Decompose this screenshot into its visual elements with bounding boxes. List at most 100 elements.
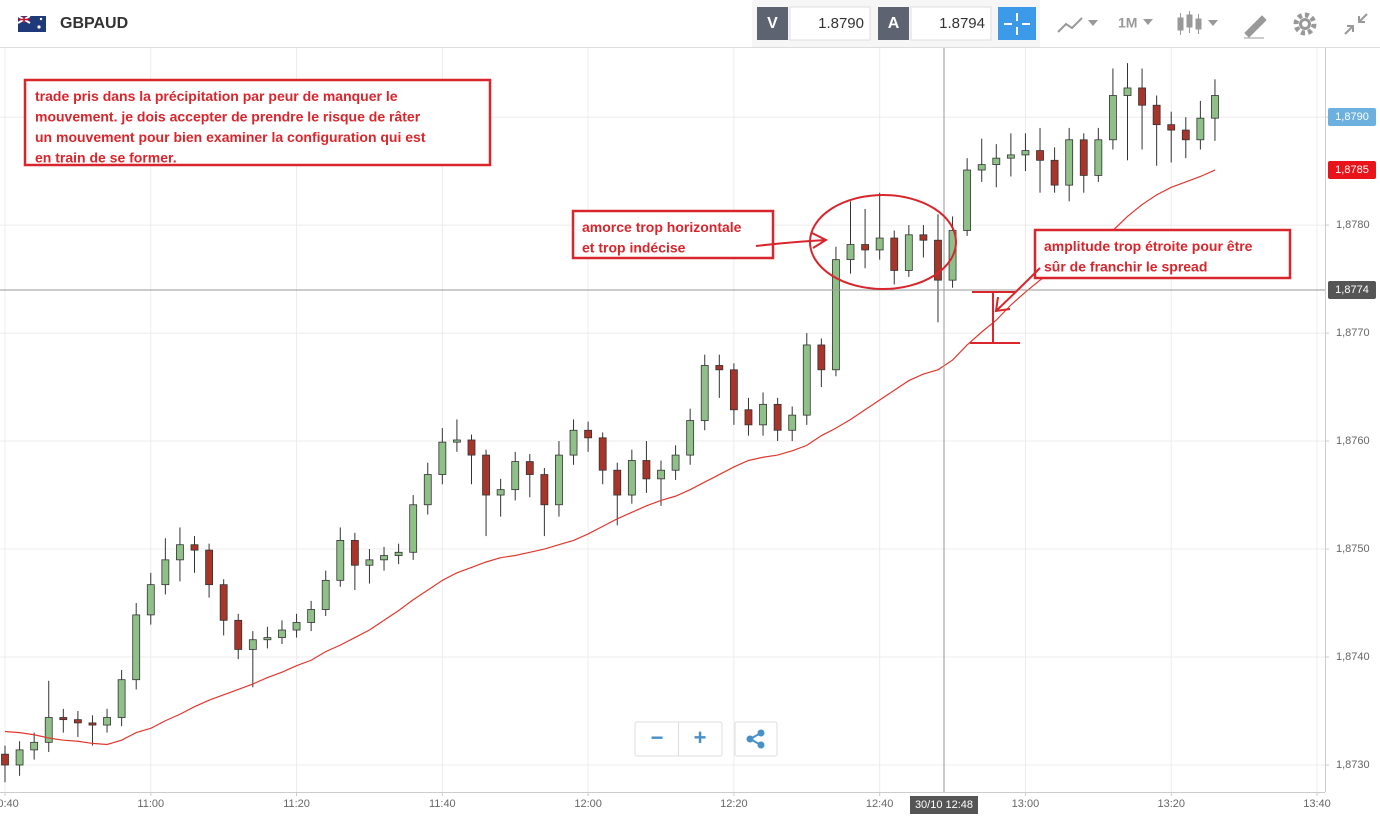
timeframe-caret xyxy=(1143,19,1153,25)
crosshair-price-box xyxy=(1328,281,1376,299)
candle-body xyxy=(1036,150,1044,161)
candle-body xyxy=(569,429,578,456)
candle-body xyxy=(263,637,272,641)
candle-body xyxy=(336,540,345,581)
candle-body xyxy=(482,454,490,496)
annotation-box xyxy=(571,209,775,260)
candle-body xyxy=(744,409,753,426)
candle-body xyxy=(977,164,986,171)
candle-body xyxy=(350,540,359,566)
candle-body xyxy=(1109,95,1117,141)
x-tick-label: 11:20 xyxy=(283,798,310,810)
candle-body xyxy=(205,549,213,586)
draw-button[interactable] xyxy=(1244,15,1267,39)
candle-body xyxy=(686,420,695,456)
candle-body xyxy=(73,719,82,724)
chart-type-button[interactable] xyxy=(1057,17,1098,33)
annotation-text: sûr de franchir le spread xyxy=(1044,259,1207,275)
candle-body xyxy=(1065,139,1074,186)
candle-body xyxy=(875,237,884,251)
candle-body xyxy=(511,461,520,491)
candle-body xyxy=(307,609,316,623)
x-tick-label: 13:00 xyxy=(1012,798,1040,810)
annotation-arrow xyxy=(994,267,1041,313)
candle-body xyxy=(759,403,767,426)
candle-body xyxy=(584,429,593,439)
candle-body xyxy=(642,460,651,480)
share-button[interactable] xyxy=(734,721,778,757)
ask-price: 1.8794 xyxy=(939,15,985,32)
candle-body xyxy=(88,722,97,726)
x-tick-label: 13:40 xyxy=(1303,798,1331,810)
annotation-box xyxy=(1033,228,1292,280)
candle-body xyxy=(278,629,286,638)
x-tick-label: 10:40 xyxy=(0,798,19,810)
candle-body xyxy=(729,369,738,411)
candle-body xyxy=(1211,95,1219,119)
crosshair-button[interactable] xyxy=(998,7,1036,40)
candle-body xyxy=(438,441,447,475)
candle-body xyxy=(613,469,622,496)
candle-body xyxy=(1050,159,1059,186)
candle-body xyxy=(1021,150,1030,156)
candle-body xyxy=(846,244,855,261)
candle-body xyxy=(161,559,170,586)
zoom-in[interactable]: + xyxy=(694,725,707,750)
y-tick-label: 1,8730 xyxy=(1336,759,1370,771)
annotation-text: mouvement. je dois accepter de prendre l… xyxy=(35,109,421,125)
bid-label: V xyxy=(767,15,778,32)
candle-type-button[interactable] xyxy=(1177,11,1218,35)
toolbar xyxy=(0,0,1380,48)
candle-body xyxy=(292,622,301,631)
candle-body xyxy=(904,234,913,271)
ask-tag-box xyxy=(1328,161,1376,179)
candle-body xyxy=(467,439,476,456)
timeframe[interactable]: 1M xyxy=(1118,15,1137,31)
candle-body xyxy=(963,169,972,231)
candle-body xyxy=(423,474,432,506)
flag xyxy=(17,15,46,32)
annotation-text: amplitude trop étroite pour être xyxy=(1044,238,1253,254)
candle-body xyxy=(1,753,9,766)
candle-body xyxy=(788,414,797,431)
bid-tag-box xyxy=(1328,108,1376,126)
settings-button[interactable] xyxy=(1293,12,1317,36)
candle-body xyxy=(15,749,24,766)
candle-body xyxy=(627,460,636,496)
x-tick-label: 11:40 xyxy=(429,798,456,810)
candle-body xyxy=(555,454,563,506)
annotation-ellipse xyxy=(809,194,957,290)
candle-body xyxy=(190,544,199,551)
zoom-out[interactable]: − xyxy=(651,725,664,750)
candle-body xyxy=(59,717,68,721)
candle-body xyxy=(671,454,680,471)
candle-body xyxy=(30,741,39,751)
candle-body xyxy=(773,403,782,431)
candle-body xyxy=(1094,139,1103,176)
y-tick-label: 1,8760 xyxy=(1336,435,1370,447)
annotation-text: trade pris dans la précipitation par peu… xyxy=(35,88,398,104)
candle-body xyxy=(496,489,505,496)
annotation-range xyxy=(970,291,1020,344)
candle-body xyxy=(409,504,418,553)
candle-body xyxy=(453,439,461,443)
ask-label-box xyxy=(878,7,909,40)
candle-body xyxy=(248,639,257,650)
x-tick-label: 11:00 xyxy=(137,798,164,810)
bid-box[interactable] xyxy=(789,6,871,41)
candle-body xyxy=(1167,124,1176,131)
candle-body xyxy=(132,614,141,681)
collapse-button[interactable] xyxy=(1344,13,1368,35)
zoom-controls: − + xyxy=(634,721,778,757)
bid-label-box xyxy=(757,7,788,40)
candle-body xyxy=(861,244,869,251)
crosshair-time-box xyxy=(910,796,978,814)
bid-price: 1.8790 xyxy=(818,15,864,32)
candle-body xyxy=(992,157,1001,166)
annotation-text: un mouvement pour bien examiner la confi… xyxy=(35,129,426,145)
candle-body xyxy=(919,234,928,241)
y-tick-label: 1,8770 xyxy=(1336,327,1370,339)
candle-body xyxy=(540,474,549,506)
ask-box[interactable] xyxy=(910,6,992,41)
